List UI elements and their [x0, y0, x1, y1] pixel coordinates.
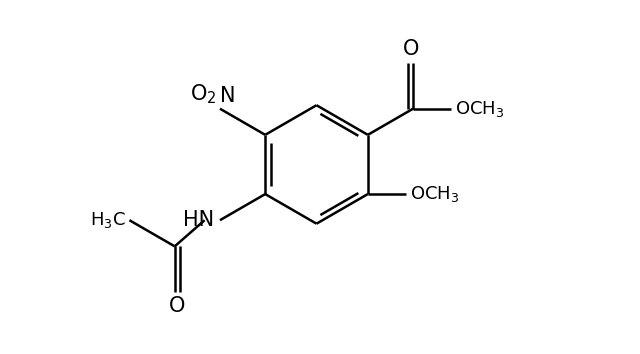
- Text: N: N: [220, 86, 236, 106]
- Text: $\mathdefault{O_2}$: $\mathdefault{O_2}$: [190, 82, 216, 106]
- Text: $\mathdefault{H_3C}$: $\mathdefault{H_3C}$: [90, 210, 126, 230]
- Text: $\mathdefault{OCH_3}$: $\mathdefault{OCH_3}$: [410, 184, 459, 204]
- Text: O: O: [403, 39, 419, 59]
- Text: HN: HN: [183, 210, 214, 230]
- Text: $\mathdefault{OCH_3}$: $\mathdefault{OCH_3}$: [455, 99, 504, 119]
- Text: O: O: [169, 296, 186, 316]
